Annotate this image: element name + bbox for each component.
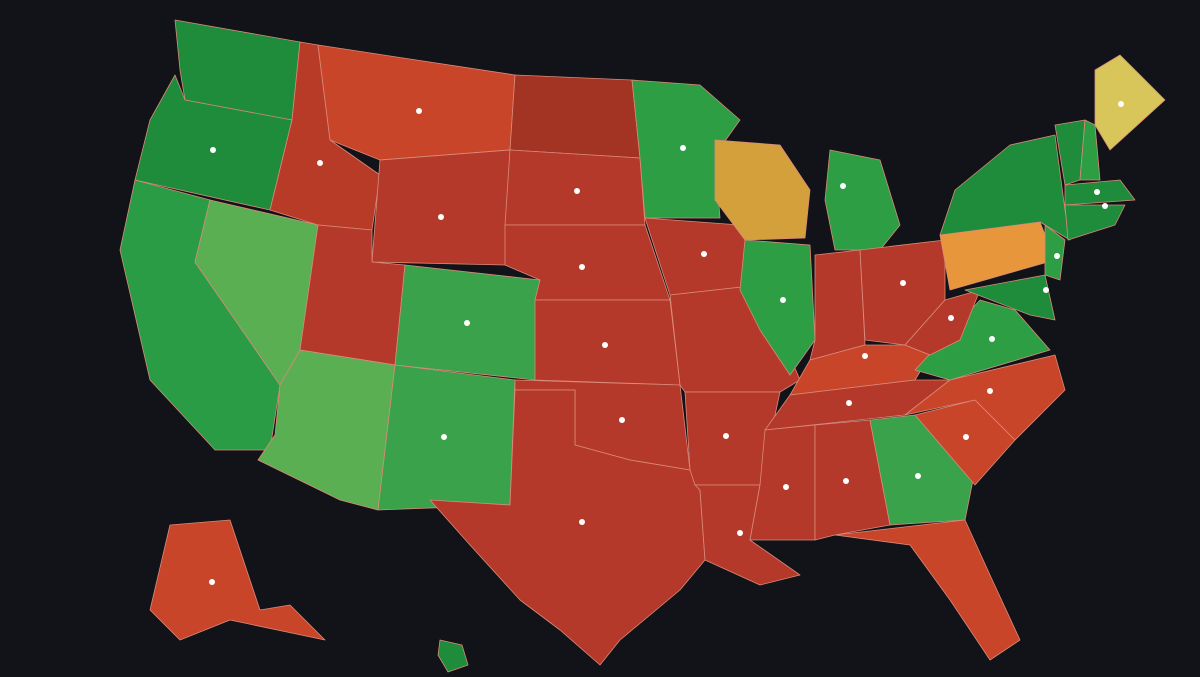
marker (1043, 287, 1049, 293)
region (869, 414, 976, 526)
marker (989, 336, 995, 342)
regions (119, 19, 1166, 673)
marker (701, 251, 707, 257)
marker (963, 434, 969, 440)
marker (1102, 203, 1108, 209)
marker (1054, 253, 1060, 259)
region (904, 289, 981, 356)
marker (987, 388, 993, 394)
marker (862, 353, 868, 359)
region (809, 249, 866, 361)
marker (210, 147, 216, 153)
region (749, 424, 816, 541)
marker (783, 484, 789, 490)
marker (1094, 189, 1100, 195)
region (437, 639, 469, 673)
region (1094, 54, 1166, 151)
markers (209, 101, 1124, 585)
marker (915, 473, 921, 479)
region (739, 239, 816, 376)
marker (416, 108, 422, 114)
marker (840, 183, 846, 189)
marker (209, 579, 215, 585)
marker (317, 160, 323, 166)
region (1079, 119, 1101, 181)
marker (464, 320, 470, 326)
marker (1118, 101, 1124, 107)
marker (438, 214, 444, 220)
region (714, 139, 811, 241)
marker (948, 315, 954, 321)
marker (579, 264, 585, 270)
marker (680, 145, 686, 151)
region (504, 149, 646, 226)
region (814, 419, 891, 541)
marker (619, 417, 625, 423)
marker (737, 530, 743, 536)
marker (723, 433, 729, 439)
marker (843, 478, 849, 484)
region (149, 519, 326, 641)
region (534, 299, 681, 386)
region (834, 519, 1021, 661)
region (509, 74, 641, 159)
region (1044, 224, 1066, 281)
marker (579, 519, 585, 525)
region (429, 389, 706, 666)
marker (780, 297, 786, 303)
marker (900, 280, 906, 286)
region (964, 274, 1056, 321)
marker (846, 400, 852, 406)
region (371, 149, 511, 266)
marker (574, 188, 580, 194)
region (1064, 179, 1136, 206)
marker (441, 434, 447, 440)
marker (602, 342, 608, 348)
